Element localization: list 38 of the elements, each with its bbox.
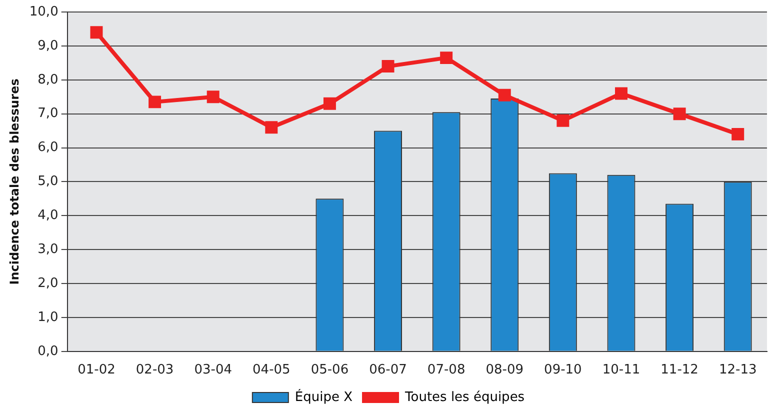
point [614, 87, 628, 100]
point [440, 52, 453, 64]
y-tick-label: 6,0 [38, 140, 58, 156]
point [265, 121, 278, 134]
x-tick-label: 01-02 [78, 362, 116, 378]
x-tick-label: 04-05 [252, 362, 290, 378]
point [556, 114, 570, 127]
y-tick-label: 2,0 [38, 276, 58, 291]
x-tick-label: 07-08 [427, 362, 466, 378]
x-tick-label: 03-04 [194, 362, 232, 378]
point [148, 96, 162, 108]
legend-label: Équipe X [294, 388, 353, 405]
y-tick-label: 3,0 [38, 242, 58, 257]
x-tick-label: 05-06 [310, 362, 349, 378]
point [90, 26, 103, 39]
y-tick-label: 10,0 [29, 4, 58, 20]
legend-label: Toutes les équipes [404, 390, 525, 405]
x-tick-label: 11-12 [660, 362, 698, 378]
y-tick-label: 1,0 [38, 310, 58, 325]
point [382, 60, 394, 73]
y-tick-label: 9,0 [38, 38, 58, 54]
y-tick-label: 4,0 [38, 208, 58, 224]
x-tick-label: 10-11 [602, 362, 640, 378]
point [732, 128, 744, 140]
y-tick-label: 7,0 [38, 106, 58, 122]
y-tick-label: 0,0 [38, 344, 58, 359]
x-tick-label: 12-13 [718, 362, 757, 378]
point [673, 108, 686, 120]
point [206, 90, 220, 104]
x-tick-label: 02-03 [136, 362, 174, 378]
x-tick-label: 08-09 [486, 362, 524, 378]
x-tick-label: 09-10 [544, 362, 582, 378]
y-tick-label: 5,0 [38, 174, 58, 190]
point [498, 88, 511, 102]
y-axis-title: Incidence totale des blessures [7, 78, 22, 285]
x-tick-label: 06-07 [369, 362, 407, 378]
point [323, 97, 336, 110]
y-tick-label: 8,0 [38, 72, 58, 88]
